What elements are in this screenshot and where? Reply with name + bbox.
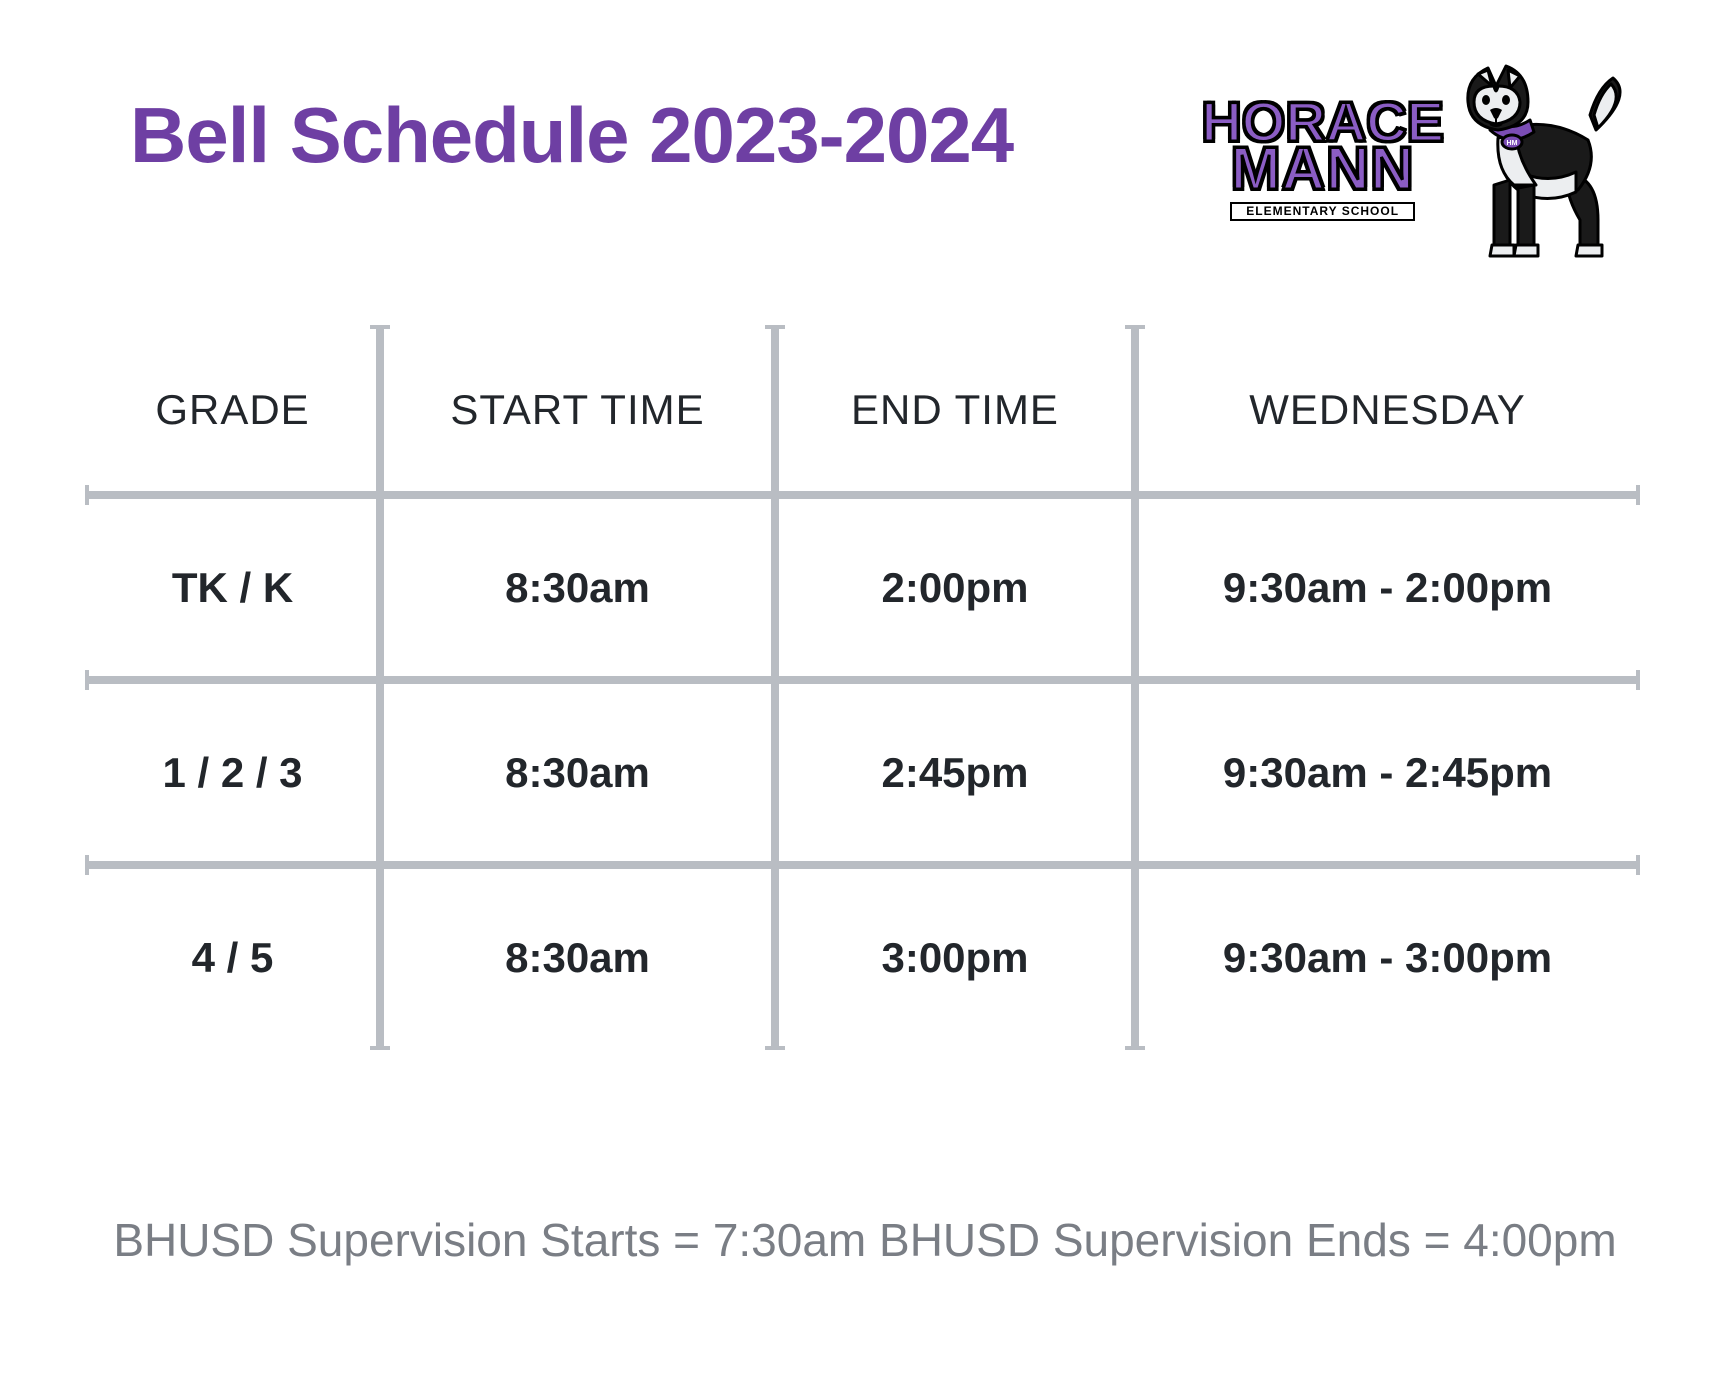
col-header-end: END TIME [775, 386, 1135, 434]
col-header-start: START TIME [380, 386, 775, 434]
cell-start: 8:30am [380, 564, 775, 612]
cell-grade: TK / K [85, 564, 380, 612]
school-logo: HORACE MANN ELEMENTARY SCHOOL [1201, 60, 1638, 260]
cell-end: 2:45pm [775, 749, 1135, 797]
table-row: 4 / 5 8:30am 3:00pm 9:30am - 3:00pm [85, 865, 1640, 1050]
col-header-wednesday: WEDNESDAY [1135, 386, 1640, 434]
collar-tag-text: HM [1507, 140, 1518, 147]
table-row: 1 / 2 / 3 8:30am 2:45pm 9:30am - 2:45pm [85, 680, 1640, 865]
page-title: Bell Schedule 2023-2024 [130, 90, 1013, 181]
logo-line-2: MANN [1231, 144, 1415, 193]
logo-subtitle: ELEMENTARY SCHOOL [1230, 202, 1415, 222]
husky-mascot-icon: HM [1448, 60, 1638, 260]
cell-wed: 9:30am - 2:45pm [1135, 749, 1640, 797]
cell-end: 2:00pm [775, 564, 1135, 612]
table-header-row: GRADE START TIME END TIME WEDNESDAY [85, 325, 1640, 495]
cell-start: 8:30am [380, 749, 775, 797]
supervision-footer: BHUSD Supervision Starts = 7:30am BHUSD … [70, 1213, 1660, 1267]
cell-end: 3:00pm [775, 934, 1135, 982]
logo-text-block: HORACE MANN ELEMENTARY SCHOOL [1201, 99, 1444, 222]
cell-start: 8:30am [380, 934, 775, 982]
cell-grade: 1 / 2 / 3 [85, 749, 380, 797]
table-row: TK / K 8:30am 2:00pm 9:30am - 2:00pm [85, 495, 1640, 680]
col-header-grade: GRADE [85, 386, 380, 434]
cell-wed: 9:30am - 3:00pm [1135, 934, 1640, 982]
cell-grade: 4 / 5 [85, 934, 380, 982]
bell-schedule-table: GRADE START TIME END TIME WEDNESDAY TK /… [85, 325, 1640, 1050]
cell-wed: 9:30am - 2:00pm [1135, 564, 1640, 612]
